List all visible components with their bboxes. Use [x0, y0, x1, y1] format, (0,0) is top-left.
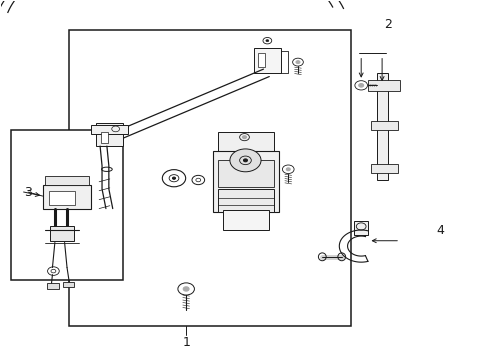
Bar	[45, 176, 89, 185]
Bar	[63, 282, 74, 287]
Bar	[46, 283, 59, 289]
Bar	[370, 164, 397, 173]
Bar	[217, 132, 273, 152]
Bar	[96, 123, 122, 146]
Bar	[353, 221, 368, 235]
Bar	[222, 210, 268, 230]
Circle shape	[229, 149, 261, 172]
Bar	[101, 132, 108, 143]
Bar	[217, 189, 273, 212]
Text: 1: 1	[182, 336, 190, 349]
Bar	[69, 30, 351, 327]
Circle shape	[243, 159, 247, 162]
Circle shape	[286, 168, 289, 171]
Bar	[376, 73, 387, 180]
Bar	[254, 48, 281, 73]
Circle shape	[295, 61, 299, 64]
Bar	[368, 80, 399, 91]
Text: 4: 4	[436, 224, 444, 237]
Bar	[50, 226, 74, 241]
Circle shape	[242, 136, 246, 139]
Bar	[212, 152, 278, 212]
Circle shape	[358, 84, 363, 87]
Bar	[48, 191, 75, 205]
Text: 2: 2	[383, 18, 391, 31]
Bar	[370, 121, 397, 130]
Circle shape	[265, 40, 268, 42]
Text: 3: 3	[24, 186, 32, 199]
Bar	[91, 125, 127, 134]
Circle shape	[172, 177, 175, 179]
Bar	[11, 130, 122, 280]
Bar	[217, 160, 273, 187]
Bar	[42, 185, 91, 208]
Circle shape	[183, 287, 189, 291]
Bar	[258, 53, 265, 67]
